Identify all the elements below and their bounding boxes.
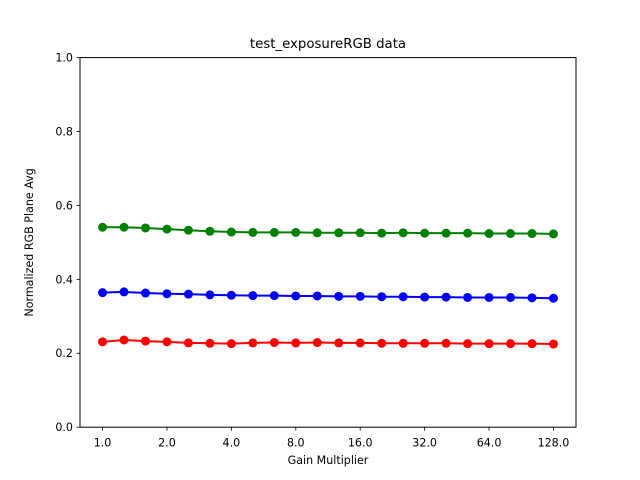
series-marker-blue <box>355 291 365 301</box>
x-tick-label: 32.0 <box>412 437 437 450</box>
series-marker-red <box>226 339 236 349</box>
series-marker-blue <box>205 290 215 300</box>
series-marker-red <box>312 338 322 348</box>
series-marker-blue <box>398 292 408 302</box>
series-marker-red <box>506 339 516 349</box>
series-marker-red <box>119 335 129 345</box>
x-tick-label: 8.0 <box>287 437 305 450</box>
series-marker-red <box>269 338 279 348</box>
series-marker-green <box>355 228 365 238</box>
y-tick-label: 0.0 <box>55 421 73 434</box>
series-marker-red <box>205 338 215 348</box>
y-tick-label: 0.8 <box>55 125 73 138</box>
series-marker-blue <box>527 293 537 303</box>
x-tick-label: 128.0 <box>538 437 570 450</box>
series-marker-green <box>398 228 408 238</box>
series-marker-blue <box>377 292 387 302</box>
series-marker-blue <box>291 291 301 301</box>
series-marker-green <box>98 222 108 232</box>
plot-area: 1.0 2.0 4.0 8.0 16.0 32.0 64.0 128.0 0.0 0.2 0.4 0.… <box>55 52 569 450</box>
y-tick-label: 0.6 <box>55 199 73 212</box>
series-marker-blue <box>119 287 129 297</box>
series-marker-blue <box>484 292 494 302</box>
series-marker-green <box>248 227 258 237</box>
series-marker-green <box>312 228 322 238</box>
series-marker-blue <box>140 288 150 298</box>
series-marker-blue <box>506 292 516 302</box>
series-marker-blue <box>162 289 172 299</box>
series-line-green <box>101 226 555 235</box>
x-tick-label: 2.0 <box>158 437 176 450</box>
plot-frame <box>79 57 577 428</box>
series-marker-blue <box>334 291 344 301</box>
series-marker-red <box>463 339 473 349</box>
series-marker-red <box>248 338 258 348</box>
x-tick-label: 64.0 <box>477 437 502 450</box>
series-marker-green <box>140 223 150 233</box>
series-marker-blue <box>269 291 279 301</box>
series-marker-green <box>183 225 193 235</box>
series-marker-green <box>334 228 344 238</box>
series-marker-blue <box>98 288 108 298</box>
series-marker-green <box>441 228 451 238</box>
series-line-red <box>101 338 555 346</box>
series-marker-red <box>355 338 365 348</box>
series-marker-green <box>548 229 558 239</box>
series-marker-green <box>162 224 172 234</box>
x-axis-label: Gain Multiplier <box>288 454 369 467</box>
series-marker-red <box>183 338 193 348</box>
series-marker-red <box>548 339 558 349</box>
series-marker-green <box>506 229 516 239</box>
series-marker-red <box>527 339 537 349</box>
series-marker-green <box>484 229 494 239</box>
series-marker-blue <box>441 292 451 302</box>
y-axis-label: Normalized RGB Plane Avg <box>23 168 36 316</box>
series-line-blue <box>101 290 555 300</box>
y-tick-label: 0.4 <box>55 273 73 286</box>
series-marker-red <box>441 338 451 348</box>
x-tick-label: 4.0 <box>223 437 241 450</box>
series-marker-green <box>269 227 279 237</box>
series-marker-red <box>140 336 150 346</box>
series-marker-red <box>291 338 301 348</box>
series-marker-red <box>377 338 387 348</box>
series-marker-red <box>98 337 108 347</box>
series-marker-blue <box>248 291 258 301</box>
series-marker-green <box>463 228 473 238</box>
series-marker-red <box>484 339 494 349</box>
series-marker-green <box>205 226 215 236</box>
series-marker-green <box>226 227 236 237</box>
series-marker-green <box>119 222 129 232</box>
series-marker-blue <box>226 290 236 300</box>
series-marker-green <box>291 227 301 237</box>
series-marker-blue <box>312 291 322 301</box>
series-marker-red <box>334 338 344 348</box>
series-marker-red <box>398 338 408 348</box>
series-marker-blue <box>420 292 430 302</box>
series-marker-red <box>162 337 172 347</box>
series-marker-green <box>527 229 537 239</box>
series-marker-green <box>420 228 430 238</box>
x-tick-label: 1.0 <box>94 437 112 450</box>
y-tick-label: 1.0 <box>55 52 73 65</box>
series-marker-red <box>420 338 430 348</box>
series-marker-green <box>377 228 387 238</box>
chart-title: test_exposureRGB data <box>250 37 406 52</box>
x-tick-label: 16.0 <box>348 437 373 450</box>
series-marker-blue <box>463 292 473 302</box>
series-marker-blue <box>548 293 558 303</box>
series-marker-blue <box>183 289 193 299</box>
y-tick-label: 0.2 <box>55 347 73 360</box>
